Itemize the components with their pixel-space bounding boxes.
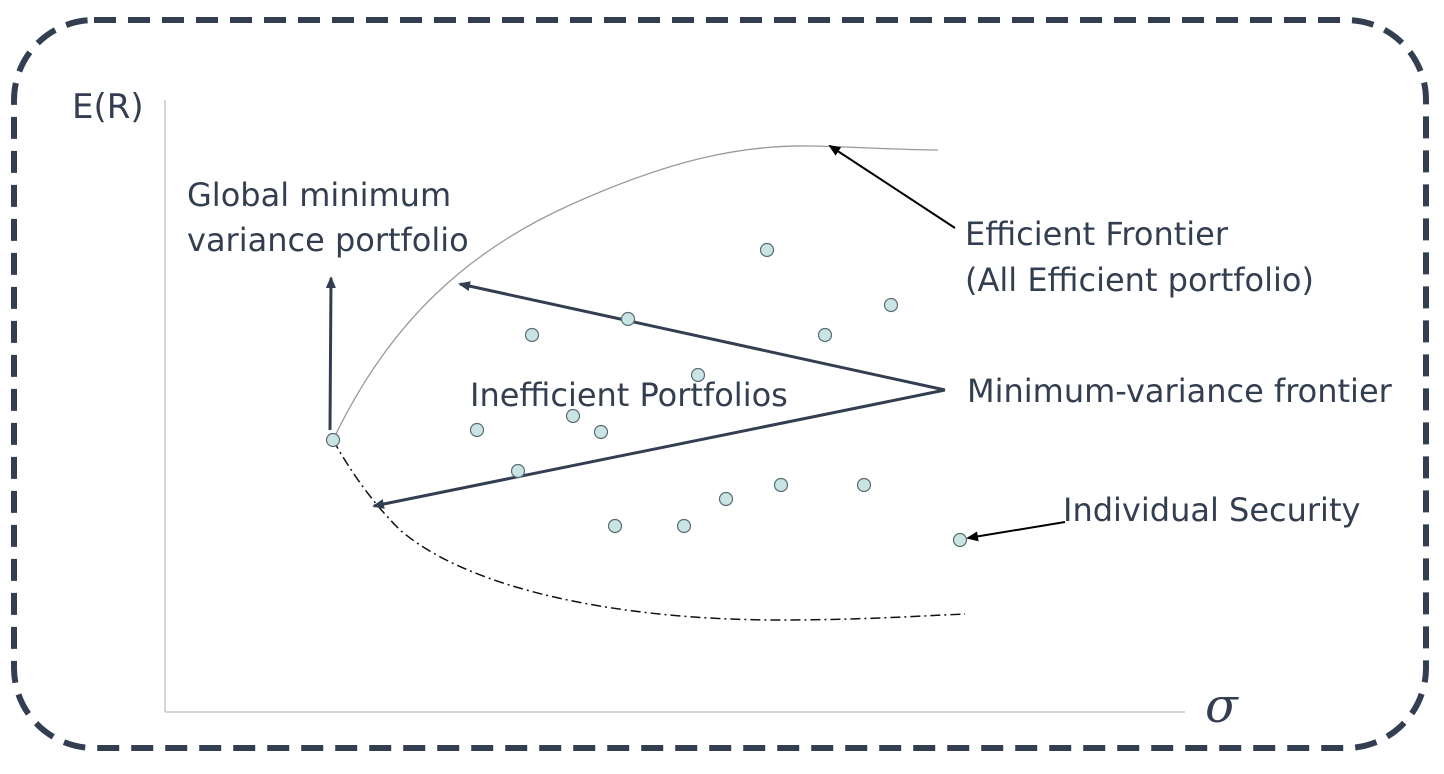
security-point	[676, 518, 692, 534]
dashed-border	[11, 17, 1429, 751]
x-axis-label: σ	[1205, 678, 1239, 734]
security-point	[565, 408, 581, 424]
min-variance-arrow-lower	[372, 388, 946, 509]
min-variance-arrow-upper	[458, 281, 946, 392]
inefficient-portfolios-label: Inefficient Portfolios	[470, 376, 788, 414]
inefficient-frontier-curve	[332, 439, 966, 621]
y-axis-label: E(R)	[72, 87, 144, 127]
security-point	[883, 297, 899, 313]
security-point	[759, 242, 775, 258]
security-points	[325, 242, 968, 548]
individual-security-arrow	[966, 521, 1066, 542]
security-point	[469, 422, 485, 438]
efficient-frontier-curve	[332, 145, 939, 441]
security-point	[856, 477, 872, 493]
efficient-frontier-label-line1: Efficient Frontier	[965, 215, 1229, 253]
security-point	[690, 367, 706, 383]
efficient-frontier-arrow	[828, 144, 956, 229]
security-point	[718, 491, 734, 507]
security-point	[607, 518, 623, 534]
security-point	[817, 327, 833, 343]
security-point	[510, 463, 526, 479]
security-point	[325, 432, 341, 448]
security-point	[593, 424, 609, 440]
global-min-arrow	[325, 276, 336, 431]
security-point	[620, 311, 636, 327]
security-point	[773, 477, 789, 493]
global-min-label-line1: Global minimum	[187, 176, 451, 214]
security-point	[952, 532, 968, 548]
individual-security-label: Individual Security	[1063, 491, 1360, 529]
efficient-frontier-label-line2: (All Efficient portfolio)	[965, 261, 1314, 299]
security-point	[524, 327, 540, 343]
global-min-label-line2: variance portfolio	[187, 221, 469, 259]
min-variance-frontier-label: Minimum-variance frontier	[967, 372, 1393, 410]
